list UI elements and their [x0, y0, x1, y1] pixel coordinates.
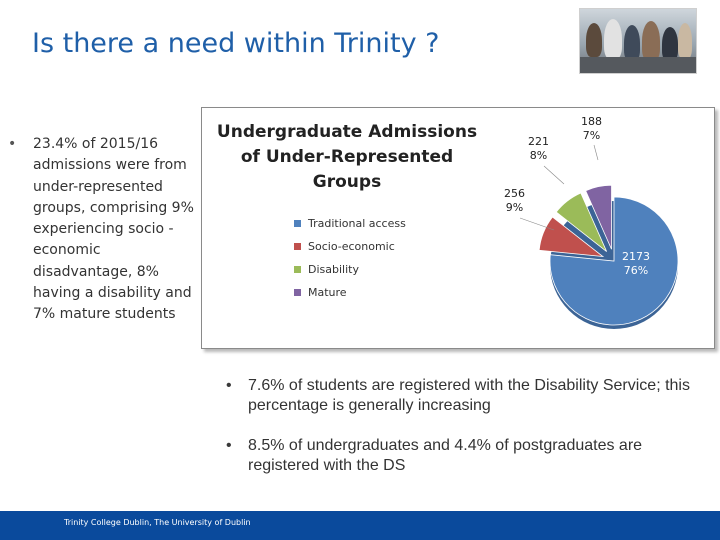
- pie-slice-mature: [585, 184, 612, 250]
- data-label-percent: 76%: [623, 264, 649, 277]
- chart-legend: Traditional access Socio-economic Disabili…: [294, 212, 406, 304]
- data-label-value: 188: [581, 115, 602, 128]
- data-label-value: 221: [528, 135, 549, 148]
- leader-line: [519, 217, 555, 231]
- data-label-percent: 9%: [505, 201, 524, 214]
- legend-item: Disability: [294, 258, 406, 281]
- legend-label: Socio-economic: [308, 240, 395, 253]
- legend-swatch: [294, 220, 301, 227]
- pie-chart-svg: [519, 144, 679, 329]
- leader-line: [593, 144, 599, 161]
- pie-slice-socio-economic: [538, 216, 605, 258]
- legend-swatch: [294, 266, 301, 273]
- bullet-item: • 8.5% of undergraduates and 4.4% of pos…: [226, 436, 696, 476]
- bullet-text: 7.6% of students are registered with the…: [248, 377, 690, 414]
- leader-line: [543, 165, 565, 185]
- footer-text: Trinity College Dublin, The University o…: [64, 518, 251, 527]
- data-label: 256 9%: [504, 187, 525, 215]
- pie-slice-disability: [555, 192, 607, 252]
- data-label: 188 7%: [581, 115, 602, 143]
- legend-label: Mature: [308, 286, 347, 299]
- data-label-percent: 7%: [582, 129, 601, 142]
- bullet-item: • 7.6% of students are registered with t…: [226, 376, 696, 416]
- chart-title: Undergraduate Admissions of Under-Repres…: [216, 122, 478, 192]
- legend-label: Traditional access: [308, 217, 406, 230]
- data-label: 2173 76%: [622, 250, 650, 278]
- students-photo: [579, 8, 697, 74]
- data-label-percent: 8%: [529, 149, 548, 162]
- admissions-bullet-text: 23.4% of 2015/16 admissions were from un…: [33, 136, 194, 323]
- bullet-dot: •: [8, 136, 17, 152]
- slide-title: Is there a need within Trinity ?: [32, 28, 440, 59]
- pie-slice-traditional-access: [549, 196, 679, 326]
- disability-bullets: • 7.6% of students are registered with t…: [226, 376, 696, 496]
- data-label: 221 8%: [528, 135, 549, 163]
- legend-label: Disability: [308, 263, 359, 276]
- admissions-bullet: • 23.4% of 2015/16 admissions were from …: [8, 134, 198, 326]
- pie-chart: Undergraduate Admissions of Under-Repres…: [201, 107, 715, 349]
- legend-swatch: [294, 243, 301, 250]
- bullet-dot: •: [226, 377, 232, 394]
- bullet-text: 8.5% of undergraduates and 4.4% of postg…: [248, 437, 643, 474]
- data-label-value: 2173: [622, 250, 650, 263]
- legend-item: Mature: [294, 281, 406, 304]
- legend-swatch: [294, 289, 301, 296]
- data-label-value: 256: [504, 187, 525, 200]
- bullet-dot: •: [226, 437, 232, 454]
- legend-item: Traditional access: [294, 212, 406, 235]
- footer-bar: Trinity College Dublin, The University o…: [0, 511, 720, 540]
- legend-item: Socio-economic: [294, 235, 406, 258]
